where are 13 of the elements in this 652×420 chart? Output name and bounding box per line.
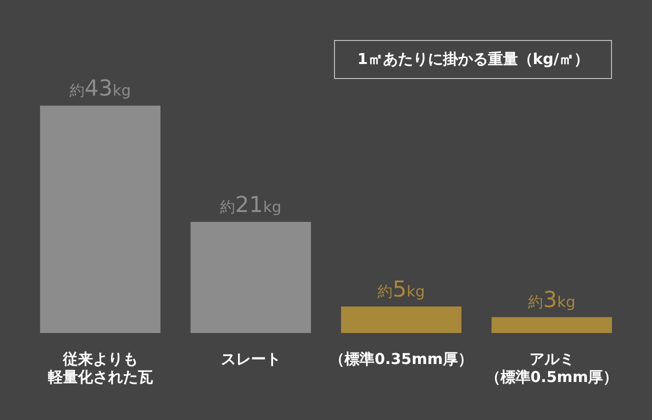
- bar: [190, 222, 311, 333]
- x-tick-label: スレート: [220, 350, 281, 368]
- data-label: 約5kg: [378, 278, 425, 303]
- data-label: 約43kg: [70, 76, 131, 102]
- x-tick-label: 従来よりも軽量化された瓦: [46, 350, 153, 386]
- chart-title: 1㎡あたりに掛かる重量（kg/㎡）: [334, 40, 612, 79]
- bar: [341, 306, 462, 333]
- data-label: 約21kg: [220, 192, 282, 218]
- x-tick-label: （標準0.35mm厚）: [330, 350, 473, 368]
- data-label: 約3kg: [528, 288, 576, 314]
- bar: [40, 106, 160, 333]
- x-tick-label: アルミ（標準0.5mm厚）: [485, 350, 618, 386]
- bar: [492, 317, 612, 333]
